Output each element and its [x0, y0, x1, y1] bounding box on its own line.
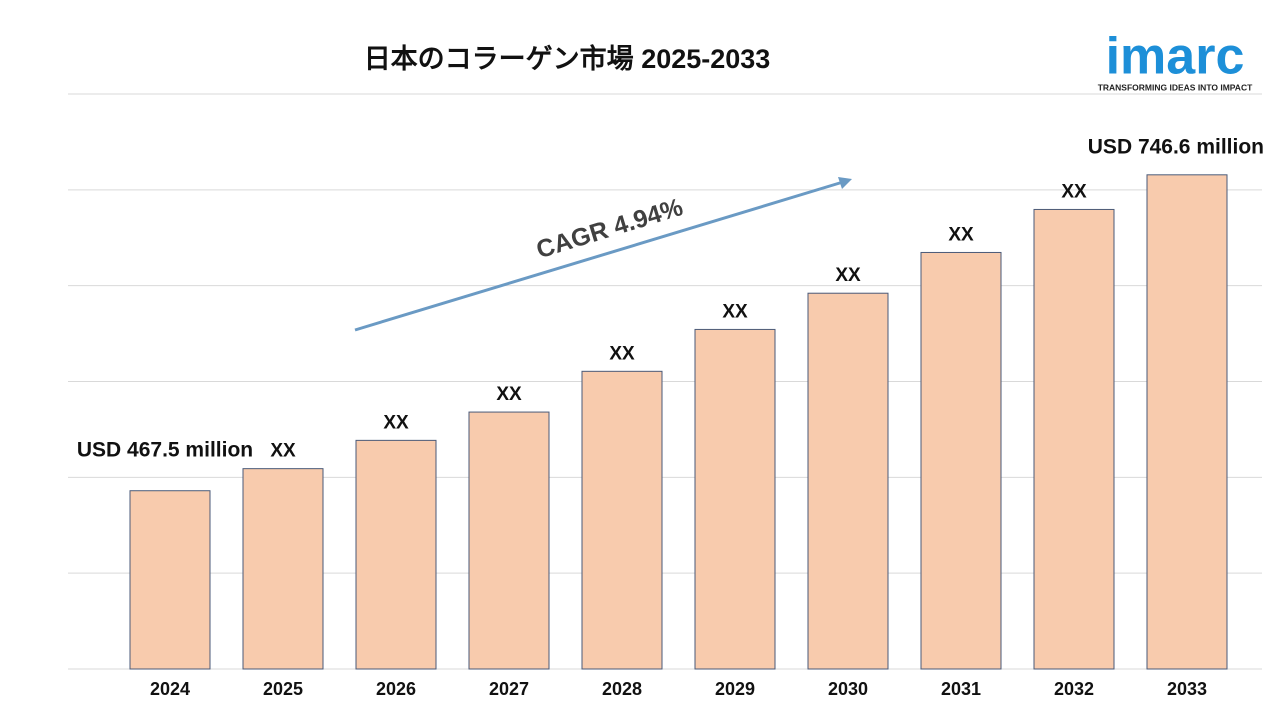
- value-label: USD 467.5 million: [77, 438, 253, 461]
- bar: [694, 328, 776, 670]
- bar: [129, 490, 211, 670]
- x-tick-label: 2029: [715, 679, 755, 699]
- bar: [807, 292, 889, 670]
- x-tick-label: 2028: [602, 679, 642, 699]
- bar: [920, 251, 1002, 670]
- cagr-arrow: [354, 180, 844, 332]
- logo-tagline: TRANSFORMING IDEAS INTO IMPACT: [1098, 82, 1253, 92]
- value-label: XX: [948, 224, 974, 245]
- x-tick-label: 2027: [489, 679, 529, 699]
- bar: [581, 370, 663, 670]
- value-label: XX: [722, 301, 748, 322]
- x-tick-label: 2025: [263, 679, 303, 699]
- bar: [242, 468, 324, 670]
- x-tick-label: 2026: [376, 679, 416, 699]
- value-label: USD 746.6 million: [1088, 135, 1264, 158]
- value-label: XX: [1061, 181, 1087, 202]
- bar: [355, 439, 437, 670]
- cagr-arrowhead: [838, 177, 852, 189]
- value-label: XX: [496, 384, 522, 405]
- x-tick-label: 2031: [941, 679, 981, 699]
- x-tick-label: 2024: [150, 679, 190, 699]
- logo-name: imarc: [1106, 28, 1245, 86]
- bar: [1146, 174, 1228, 670]
- value-label: XX: [383, 412, 409, 433]
- x-tick-label: 2032: [1054, 679, 1094, 699]
- value-label: XX: [835, 265, 861, 286]
- bar: [468, 411, 550, 670]
- chart-title: 日本のコラーゲン市場 2025-2033: [364, 43, 771, 74]
- value-label: XX: [609, 343, 635, 364]
- x-tick-label: 2033: [1167, 679, 1207, 699]
- bar: [1033, 208, 1115, 670]
- value-label: XX: [270, 441, 296, 462]
- x-tick-label: 2030: [828, 679, 868, 699]
